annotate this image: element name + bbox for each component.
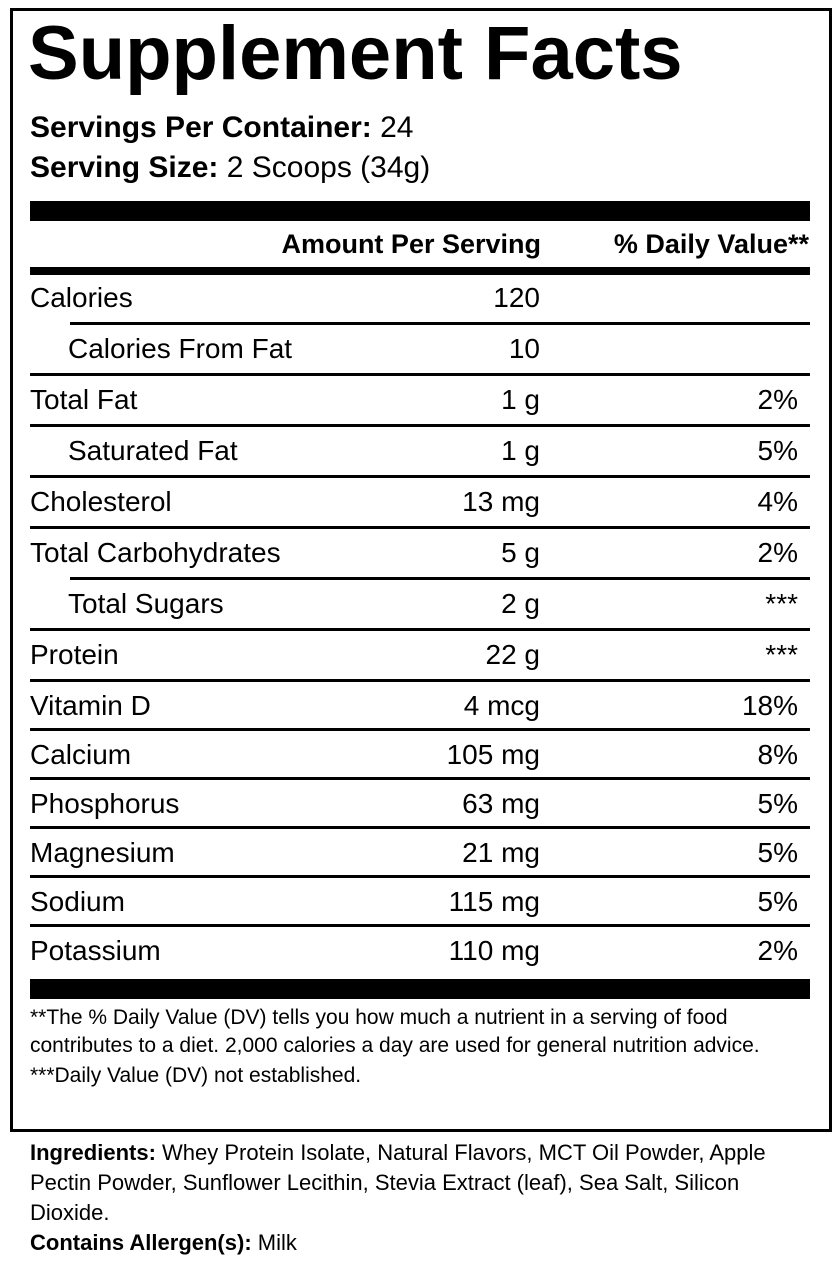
nutrient-row: Total Carbohydrates 5 g 2% [30,529,810,580]
nutrient-amount: 105 mg [446,739,540,770]
nutrient-amount: 4 mcg [463,690,540,721]
footnote-dv: **The % Daily Value (DV) tells you how m… [30,1006,760,1057]
serving-size: Serving Size: 2 Scoops (34g) [30,151,431,184]
nutrient-dv: 5% [757,788,798,819]
footnote-not-established: ***Daily Value (DV) not established. [30,1064,362,1087]
nutrient-name: Phosphorus [30,788,180,819]
nutrient-name: Total Carbohydrates [30,537,281,568]
nutrient-name: Magnesium [30,837,175,868]
nutrient-row: Magnesium 21 mg 5% [30,829,810,878]
nutrient-name: Calcium [30,739,132,770]
nutrient-amount: 110 mg [448,935,540,966]
nutrient-name: Saturated Fat [68,435,238,466]
nutrient-dv: 5% [757,886,798,917]
nutrient-amount: 1 g [501,435,540,466]
nutrient-amount: 1 g [501,384,540,415]
nutrient-dv: 5% [757,837,798,868]
nutrient-dv: 4% [757,486,798,517]
header-divider [30,267,810,275]
dv-header: % Daily Value** [613,229,809,259]
nutrient-dv: 2% [757,384,798,415]
nutrient-row: Sodium 115 mg 5% [30,878,810,927]
nutrient-row: Cholesterol 13 mg 4% [30,478,810,529]
nutrient-amount: 63 mg [462,788,540,819]
nutrient-dv: *** [765,639,798,670]
nutrient-amount: 21 mg [462,837,540,868]
nutrient-name: Sodium [30,886,125,917]
nutrient-row: Saturated Fat 1 g 5% [30,427,810,478]
nutrient-table: Calories 120 Calories From Fat 10 Total Fat 1… [30,274,810,973]
nutrient-row: Calcium 105 mg 8% [30,731,810,780]
nutrient-row: Protein 22 g *** [30,631,810,682]
thick-divider [30,201,810,221]
nutrient-dv: *** [765,588,798,619]
bottom-thick-divider [30,979,810,999]
nutrient-amount: 5 g [501,537,540,568]
nutrient-name: Potassium [30,935,161,966]
supplement-facts-panel [10,8,832,1132]
nutrient-dv: 5% [757,435,798,466]
nutrient-name: Calories [30,282,133,313]
nutrient-dv: 2% [757,537,798,568]
ingredients: Ingredients: Whey Protein Isolate, Natur… [30,1140,766,1255]
servings-per-container: Servings Per Container: 24 [30,111,414,144]
footnotes: **The % Daily Value (DV) tells you how m… [30,1004,810,1090]
nutrient-row: Total Sugars 2 g *** [30,580,810,631]
nutrient-row: Phosphorus 63 mg 5% [30,780,810,829]
nutrient-row: Calories 120 [30,274,810,325]
nutrient-amount: 115 mg [448,886,540,917]
nutrient-dv: 18% [741,690,798,721]
panel-title: Supplement Facts [28,11,683,96]
nutrient-amount: 22 g [485,639,541,670]
amount-header: Amount Per Serving [281,229,541,259]
nutrient-row: Total Fat 1 g 2% [30,376,810,427]
nutrient-name: Calories From Fat [68,333,293,364]
nutrient-row: Potassium 110 mg 2% [30,927,810,973]
nutrient-amount: 120 [493,282,540,313]
nutrient-name: Cholesterol [30,486,172,517]
nutrient-amount: 13 mg [462,486,540,517]
nutrient-amount: 10 [508,333,540,364]
nutrient-row: Calories From Fat 10 [30,325,810,376]
nutrient-dv: 8% [757,739,798,770]
nutrient-name: Total Sugars [68,588,224,619]
nutrient-amount: 2 g [501,588,540,619]
nutrient-dv: 2% [757,935,798,966]
nutrient-name: Protein [30,639,119,670]
nutrient-name: Vitamin D [30,690,151,721]
nutrient-name: Total Fat [30,384,138,415]
nutrient-row: Vitamin D 4 mcg 18% [30,682,810,731]
